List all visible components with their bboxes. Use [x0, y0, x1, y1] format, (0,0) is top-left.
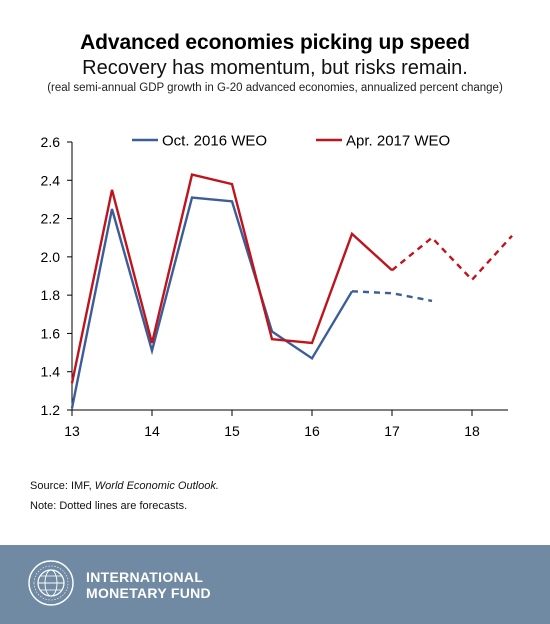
series-line-2 — [70, 173, 393, 384]
chart-title: Advanced economies picking up speed — [80, 31, 470, 54]
y-tick-label: 2.0 — [41, 249, 61, 265]
wordmark-line-2: MONETARY FUND — [86, 585, 211, 601]
y-tick-label: 2.4 — [41, 172, 61, 188]
legend-label-2: Apr. 2017 WEO — [346, 133, 450, 150]
y-tick-label: 1.2 — [41, 402, 61, 418]
y-tick-label: 2.2 — [41, 211, 61, 227]
y-tick-label: 1.6 — [41, 325, 61, 341]
imf-wordmark: INTERNATIONAL MONETARY FUND — [86, 569, 211, 601]
y-tick-label: 2.6 — [41, 134, 61, 150]
source-publication: World Economic Outlook. — [94, 480, 219, 492]
x-tick-label: 18 — [464, 423, 480, 439]
source-note: Source: IMF, World Economic Outlook. — [30, 480, 219, 492]
footer-banner: INTERNATIONAL MONETARY FUND — [0, 545, 550, 624]
y-tick-label: 1.4 — [41, 364, 61, 380]
series-forecast-line-2 — [391, 234, 513, 282]
forecast-note: Note: Dotted lines are forecasts. — [30, 500, 188, 512]
chart-subtitle: Recovery has momentum, but risks remain. — [82, 57, 468, 79]
wordmark-line-1: INTERNATIONAL — [86, 569, 204, 585]
x-tick-label: 15 — [224, 423, 240, 439]
x-tick-label: 17 — [384, 423, 400, 439]
imf-seal-icon — [28, 560, 74, 606]
line-chart: 1.2 1.4 1.6 1.8 2.0 2.2 2.4 2.6 13 14 15 16 17 18 Oct.… — [41, 133, 513, 439]
y-tick-label: 1.8 — [41, 287, 61, 303]
source-prefix: Source: IMF, — [30, 480, 95, 492]
series-forecast-line-1 — [351, 290, 433, 303]
legend-label-1: Oct. 2016 WEO — [162, 133, 267, 150]
x-tick-label: 16 — [304, 423, 320, 439]
x-tick-label: 14 — [144, 423, 160, 439]
x-tick-label: 13 — [64, 423, 80, 439]
chart-units-note: (real semi-annual GDP growth in G-20 adv… — [47, 82, 503, 94]
series-line-1 — [70, 196, 354, 409]
